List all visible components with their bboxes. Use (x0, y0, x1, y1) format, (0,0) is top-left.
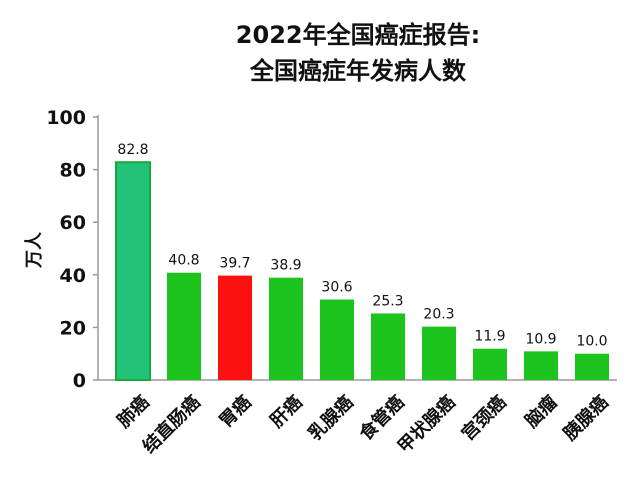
bar-1 (115, 161, 151, 381)
bar-value-label: 20.3 (423, 307, 454, 323)
y-tick-label: 0 (73, 370, 86, 392)
x-category-label: 胰腺癌 (558, 391, 612, 445)
bar-8 (473, 348, 507, 380)
bar-5 (320, 299, 354, 380)
x-category-label: 甲状腺癌 (393, 391, 459, 457)
y-tick-label: 100 (46, 107, 86, 129)
bar-value-label: 40.8 (168, 253, 199, 269)
bar-7 (422, 326, 456, 380)
bar-9 (524, 351, 558, 380)
x-category-label: 肝癌 (266, 391, 307, 432)
bar-4 (269, 277, 303, 380)
bar-value-label: 10.0 (576, 334, 607, 350)
chart-title-line-2: 全国癌症年发病人数 (250, 57, 466, 85)
x-category-label: 宫颈癌 (457, 391, 511, 445)
bar-value-label: 39.7 (219, 256, 250, 272)
x-category-label: 结直肠癌 (138, 391, 204, 457)
bars: 82.8 40.8 39.7 38.9 30.6 25.3 20.3 11.9 10.9 10.0 (115, 142, 609, 381)
bar-value-label: 38.9 (270, 258, 301, 274)
y-axis-label: 万人 (24, 231, 45, 269)
x-category-label: 脑瘤 (521, 391, 562, 432)
y-tick-label: 40 (60, 265, 86, 287)
bar-10 (575, 353, 609, 380)
x-category-label: 胃癌 (215, 391, 256, 432)
bar-2 (167, 272, 201, 380)
y-tick-label: 80 (60, 160, 86, 182)
x-category-label: 乳腺癌 (304, 391, 358, 445)
bar-value-label: 82.8 (117, 142, 148, 158)
chart-title-line-1: 2022年全国癌症报告: (235, 21, 481, 49)
bar-value-label: 30.6 (321, 280, 352, 296)
y-tick-label: 20 (60, 317, 86, 339)
y-tick-label: 60 (60, 212, 86, 234)
bar-3 (218, 275, 252, 380)
bar-6 (371, 313, 405, 380)
bar-value-label: 25.3 (372, 293, 403, 309)
bar-value-label: 10.9 (525, 331, 556, 347)
x-category-label: 肺癌 (113, 391, 154, 432)
bar-value-label: 11.9 (474, 329, 505, 345)
